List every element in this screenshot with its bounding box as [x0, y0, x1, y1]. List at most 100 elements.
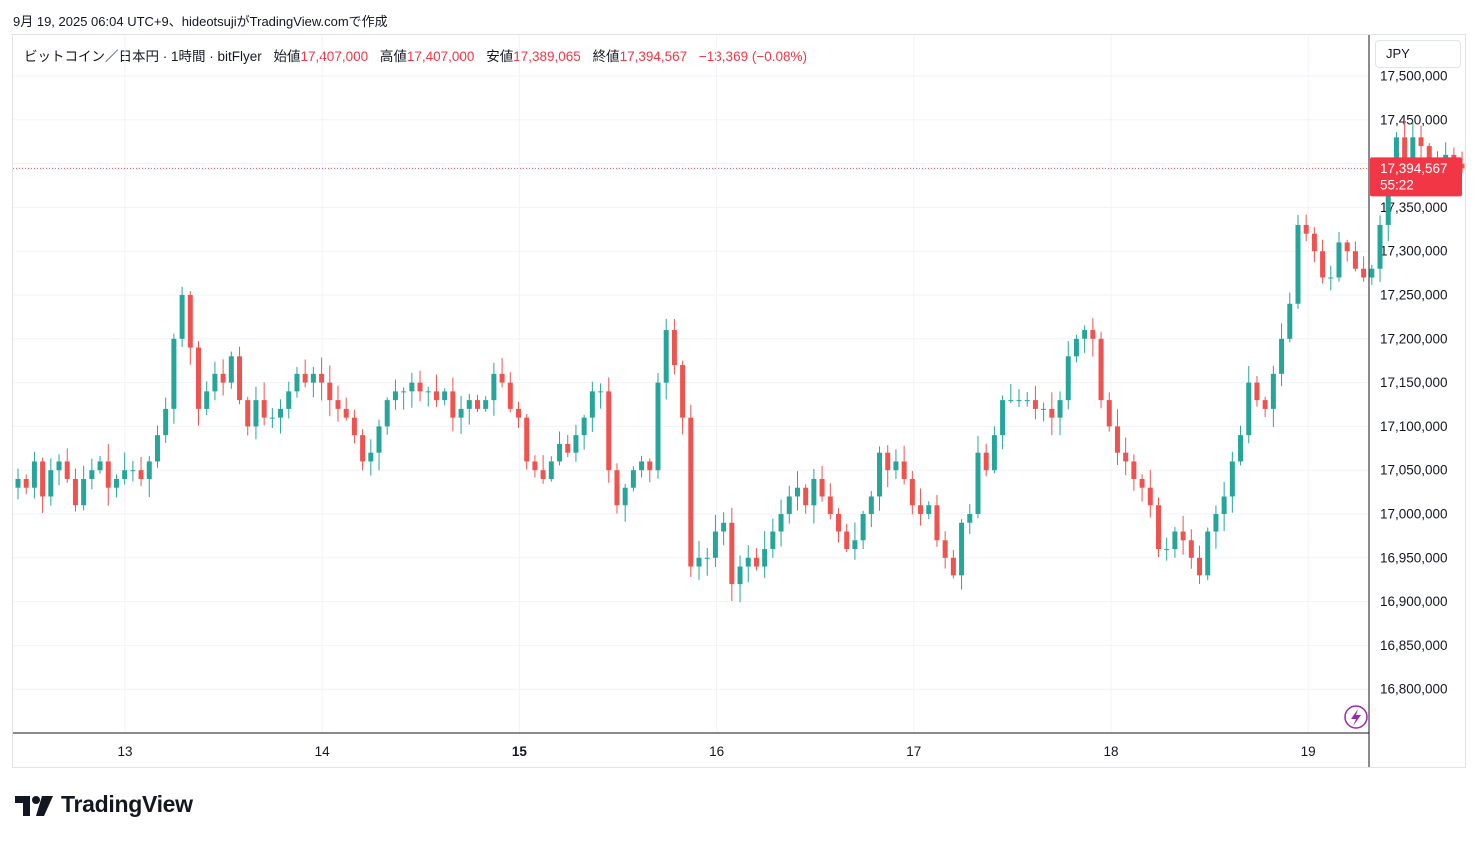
- candle-body[interactable]: [212, 373, 218, 392]
- candle-body[interactable]: [105, 461, 111, 488]
- candle-body[interactable]: [967, 514, 973, 523]
- candle-body[interactable]: [458, 408, 464, 418]
- candle-body[interactable]: [770, 531, 776, 550]
- candle-body[interactable]: [56, 461, 62, 471]
- candle-body[interactable]: [819, 478, 825, 497]
- candle-body[interactable]: [959, 522, 965, 576]
- candle-body[interactable]: [1418, 137, 1424, 147]
- candle-body[interactable]: [245, 400, 251, 427]
- candle-body[interactable]: [409, 382, 415, 392]
- candle-body[interactable]: [1303, 224, 1309, 234]
- candle-body[interactable]: [1106, 400, 1112, 427]
- candle-body[interactable]: [1352, 251, 1358, 269]
- candle-body[interactable]: [934, 505, 940, 541]
- candle-body[interactable]: [278, 408, 284, 418]
- candle-body[interactable]: [327, 382, 333, 401]
- candle-body[interactable]: [261, 400, 267, 418]
- legend-symbol[interactable]: ビットコイン／日本円 · 1時間 · bitFlyer: [24, 49, 262, 64]
- candle-body[interactable]: [893, 461, 899, 471]
- candle-body[interactable]: [991, 435, 997, 471]
- candle-body[interactable]: [589, 391, 595, 418]
- candle-body[interactable]: [1279, 338, 1285, 374]
- candle-body[interactable]: [1426, 146, 1432, 164]
- currency-button[interactable]: JPY: [1375, 40, 1461, 68]
- candle-body[interactable]: [983, 452, 989, 471]
- candle-body[interactable]: [1131, 461, 1137, 479]
- candle-body[interactable]: [433, 391, 439, 401]
- candle-body[interactable]: [204, 391, 210, 409]
- candle-body[interactable]: [877, 452, 883, 497]
- candle-body[interactable]: [1459, 163, 1465, 169]
- candle-body[interactable]: [614, 470, 620, 506]
- candle-body[interactable]: [343, 408, 349, 418]
- candle-body[interactable]: [1024, 400, 1030, 402]
- candle-body[interactable]: [1344, 242, 1350, 252]
- candle-body[interactable]: [360, 435, 366, 462]
- candle-body[interactable]: [581, 417, 587, 436]
- candle-body[interactable]: [1229, 461, 1235, 497]
- candle-body[interactable]: [598, 391, 604, 393]
- candle-body[interactable]: [1180, 531, 1186, 541]
- candle-body[interactable]: [1164, 549, 1170, 551]
- candle-body[interactable]: [1361, 268, 1367, 278]
- candle-body[interactable]: [384, 400, 390, 427]
- candle-body[interactable]: [926, 505, 932, 514]
- candle-body[interactable]: [228, 356, 234, 383]
- candle-body[interactable]: [548, 461, 554, 479]
- candle-body[interactable]: [1295, 224, 1301, 304]
- candle-body[interactable]: [1000, 400, 1006, 436]
- candle-body[interactable]: [376, 426, 382, 453]
- candle-body[interactable]: [1188, 540, 1194, 558]
- candle-body[interactable]: [1246, 382, 1252, 436]
- candle-body[interactable]: [1385, 189, 1391, 225]
- candle-body[interactable]: [950, 557, 956, 576]
- candle-body[interactable]: [196, 347, 202, 409]
- candle-body[interactable]: [1032, 400, 1038, 409]
- candle-body[interactable]: [1114, 426, 1120, 453]
- candle-body[interactable]: [146, 461, 152, 479]
- candle-body[interactable]: [1262, 400, 1268, 409]
- candle-body[interactable]: [113, 478, 119, 488]
- candle-body[interactable]: [1213, 514, 1219, 532]
- candle-body[interactable]: [40, 461, 46, 497]
- candle-body[interactable]: [778, 514, 784, 532]
- candle-body[interactable]: [1287, 303, 1293, 339]
- candle-body[interactable]: [540, 470, 546, 479]
- candle-body[interactable]: [1090, 330, 1096, 339]
- candle-body[interactable]: [704, 557, 710, 559]
- candle-body[interactable]: [762, 549, 768, 567]
- candle-body[interactable]: [122, 470, 128, 479]
- candle-body[interactable]: [163, 408, 169, 436]
- candle-body[interactable]: [81, 478, 87, 506]
- candle-body[interactable]: [97, 461, 103, 471]
- candle-body[interactable]: [909, 478, 915, 506]
- brand-name[interactable]: TradingView: [61, 791, 193, 817]
- candle-body[interactable]: [827, 496, 833, 514]
- candle-body[interactable]: [491, 373, 497, 401]
- candle-body[interactable]: [1016, 400, 1022, 402]
- candle-body[interactable]: [786, 496, 792, 514]
- candle-body[interactable]: [868, 496, 874, 514]
- candle-body[interactable]: [1155, 505, 1161, 550]
- candle-body[interactable]: [1205, 531, 1211, 576]
- candle-body[interactable]: [1336, 242, 1342, 278]
- candle-body[interactable]: [1172, 531, 1178, 550]
- candle-body[interactable]: [294, 373, 300, 392]
- candle-body[interactable]: [573, 435, 579, 453]
- candle-body[interactable]: [753, 557, 759, 567]
- candle-body[interactable]: [220, 373, 226, 383]
- candle-body[interactable]: [729, 522, 735, 585]
- candle-body[interactable]: [171, 338, 177, 409]
- candle-body[interactable]: [425, 391, 431, 393]
- candle-body[interactable]: [901, 461, 907, 479]
- candle-body[interactable]: [975, 452, 981, 514]
- candle-body[interactable]: [836, 514, 841, 532]
- candle-body[interactable]: [466, 400, 472, 409]
- candle-body[interactable]: [138, 470, 144, 479]
- candle-body[interactable]: [442, 391, 448, 401]
- candle-body[interactable]: [179, 295, 185, 339]
- candle-body[interactable]: [1065, 356, 1071, 401]
- candle-body[interactable]: [1147, 487, 1153, 506]
- candle-body[interactable]: [392, 391, 398, 401]
